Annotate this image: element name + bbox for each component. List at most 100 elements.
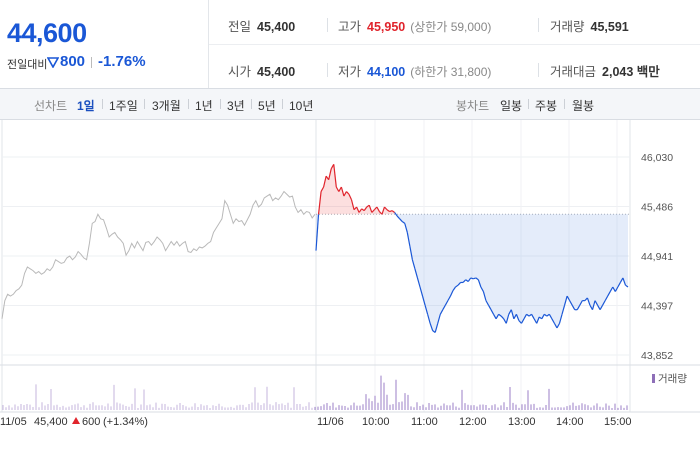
x-date-today: 11/06	[317, 416, 344, 428]
today-line-down	[599, 304, 604, 311]
today-line-down	[449, 290, 454, 297]
today-line-down	[515, 314, 520, 321]
x-tick-label: 12:00	[459, 416, 487, 428]
today-line-down	[510, 309, 515, 319]
tab-10year[interactable]: 10년	[289, 99, 314, 113]
today-line-down	[551, 318, 555, 324]
today-line-down	[625, 284, 629, 288]
tab-divider	[188, 99, 189, 109]
stat-label: 거래대금	[550, 65, 597, 79]
today-line-down	[462, 279, 467, 283]
today-line-down	[442, 304, 446, 311]
stat-label: 저가	[338, 65, 362, 79]
down-triangle-icon	[47, 57, 59, 68]
tab-monthly-candle[interactable]: 월봉	[572, 99, 595, 113]
today-line-down	[558, 314, 563, 324]
today-line-up	[320, 186, 325, 192]
today-line-down	[406, 232, 411, 247]
today-line-down	[617, 282, 621, 288]
today-line-down	[526, 313, 530, 317]
today-line-down	[513, 313, 517, 320]
today-line-down	[315, 214, 320, 251]
x-tick-label: 13:00	[508, 416, 536, 428]
today-area	[316, 164, 628, 333]
stat-limit: (하한가 31,800)	[410, 65, 492, 79]
period-tab-bar: 선차트 1일 1주일 3개월 1년 3년 5년 10년 봉차트 일봉 주봉 월봉	[0, 89, 700, 120]
today-line-down	[561, 305, 566, 315]
line-chart-label: 선차트	[34, 99, 68, 113]
price-panel: 44,600 전일대비 800 -1.76%	[0, 0, 209, 88]
today-line-up	[338, 186, 342, 192]
change-value: 800	[60, 53, 86, 70]
today-line-down	[437, 314, 441, 324]
today-line-down	[503, 318, 507, 324]
x-axis: 11/05 45,400 600 (+1.34%) 11/06 10:00 11:00 12:…	[0, 416, 632, 428]
change-divider	[91, 57, 92, 68]
divider	[538, 63, 539, 77]
y-tick-label: 46,030	[641, 152, 673, 164]
stat-label: 시가	[228, 65, 252, 79]
today-line-down	[556, 323, 561, 329]
prev-change-pct-label: (+1.34%)	[103, 416, 148, 428]
tab-divider	[251, 99, 252, 109]
today-line-down	[467, 277, 472, 282]
today-line-down	[612, 286, 616, 292]
prev-change-label: 600	[82, 416, 100, 428]
stat-amount: 거래대금 2,043 백만	[550, 61, 660, 80]
today-line-up	[358, 208, 363, 213]
stat-label: 전일	[228, 20, 252, 34]
prev-close-label: 45,400	[34, 416, 68, 428]
today-line-down	[604, 295, 609, 301]
price-chart[interactable]: 46,030 45,486 44,941 44,397 43,852 거래량 11/05…	[0, 120, 700, 450]
tab-5year[interactable]: 5년	[258, 99, 276, 113]
tab-weekly-candle[interactable]: 주봉	[535, 99, 558, 113]
volume-panel: 거래량	[0, 364, 700, 413]
today-line-down	[500, 315, 505, 320]
y-tick-label: 44,941	[641, 251, 673, 263]
today-line-down	[498, 313, 502, 317]
stat-high: 고가 45,950 (상한가 59,000)	[338, 16, 491, 35]
tab-1day[interactable]: 1일	[77, 99, 95, 113]
tab-1week[interactable]: 1주일	[109, 99, 138, 113]
today-line-down	[419, 286, 424, 297]
tab-daily-candle[interactable]: 일봉	[500, 99, 523, 113]
stat-value: 45,950	[367, 20, 406, 34]
today-line-down	[490, 309, 495, 315]
tab-divider	[144, 99, 145, 109]
today-line-up	[345, 191, 350, 195]
today-line-down	[482, 291, 487, 301]
tab-divider	[102, 99, 103, 109]
today-line-down	[505, 314, 510, 324]
today-line-up	[371, 209, 375, 213]
chart-canvas: 46,030 45,486 44,941 44,397 43,852 거래량 11/05…	[0, 120, 700, 428]
today-line-down	[591, 300, 596, 310]
today-line-up	[376, 206, 380, 212]
today-line-down	[493, 313, 497, 320]
today-line-down	[523, 313, 528, 320]
divider	[327, 63, 328, 77]
today-line-down	[607, 291, 611, 297]
stat-value: 2,043 백만	[602, 65, 660, 79]
change-percent: -1.76%	[98, 53, 146, 70]
today-line-down	[452, 286, 457, 291]
x-tick-label: 10:00	[362, 416, 390, 428]
y-axis: 46,030 45,486 44,941 44,397 43,852	[641, 152, 673, 362]
stat-label: 거래량	[550, 20, 585, 34]
tab-3year[interactable]: 3년	[227, 99, 245, 113]
today-line-down	[589, 304, 594, 311]
today-line-down	[533, 318, 538, 324]
y-tick-label: 43,852	[641, 350, 673, 362]
tab-3month[interactable]: 3개월	[152, 99, 181, 113]
tab-divider	[220, 99, 221, 109]
today-line-down	[548, 313, 553, 320]
y-tick-label: 44,397	[641, 301, 673, 313]
today-line-down	[602, 300, 606, 306]
today-line-down	[424, 305, 429, 315]
today-line-down	[411, 259, 416, 269]
tab-1year[interactable]: 1년	[195, 99, 213, 113]
today-line-down	[485, 300, 490, 306]
today-line-down	[594, 300, 599, 306]
today-line-down	[473, 277, 477, 280]
today-line-down	[409, 245, 413, 260]
quote-header: 44,600 전일대비 800 -1.76% 전일 45,400 고가 45,950…	[0, 0, 700, 89]
